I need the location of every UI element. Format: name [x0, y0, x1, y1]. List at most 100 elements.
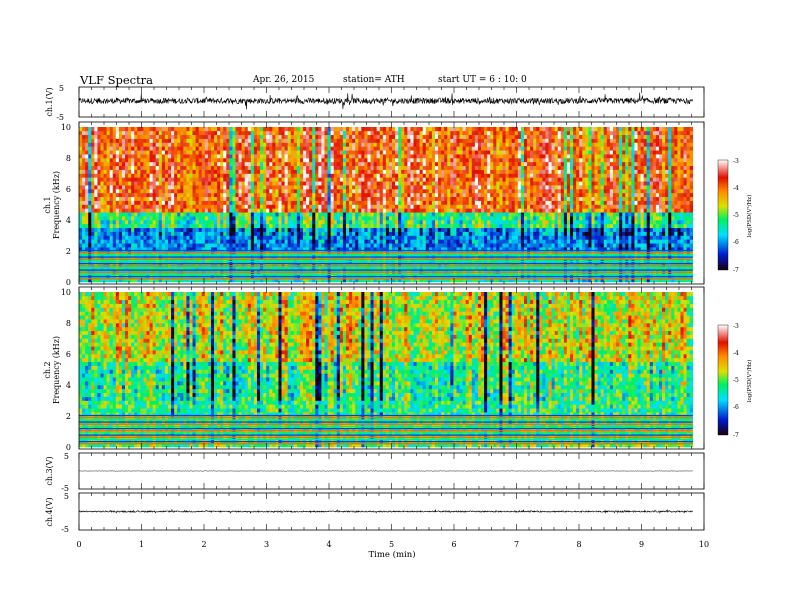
spectrogram-cell	[253, 223, 258, 229]
spectrogram-cell	[355, 204, 359, 209]
spectrogram-cell	[293, 127, 298, 132]
spectrogram-cell	[161, 208, 166, 213]
spectrogram-cell	[250, 220, 255, 225]
spectrogram-cell	[398, 196, 402, 201]
spectrogram-cell	[250, 161, 255, 167]
spectrogram-cell	[226, 196, 230, 201]
spectrogram-cell	[422, 185, 427, 190]
spectrogram-cell	[155, 227, 160, 232]
spectrogram-cell	[214, 146, 218, 151]
spectrogram-cell	[198, 150, 203, 155]
spectrogram-cell	[287, 266, 292, 271]
spectrogram-cell	[312, 142, 316, 147]
spectrogram-cell	[94, 181, 98, 186]
spectrogram-cell	[140, 196, 144, 201]
spectrogram-cell	[118, 262, 123, 267]
spectrogram-cell	[198, 146, 203, 151]
spectrogram-cell	[404, 220, 408, 225]
spectrogram-cell	[109, 262, 114, 267]
spectrogram-cell	[367, 142, 371, 147]
spectrogram-cell	[379, 239, 384, 244]
spectrogram-cell	[278, 158, 282, 163]
spectrogram-cell	[416, 278, 420, 283]
spectrogram-cell	[404, 192, 408, 198]
spectrogram-cell	[312, 204, 316, 209]
spectrogram-cell	[217, 169, 221, 174]
spectrogram-cell	[438, 235, 442, 240]
spectrogram-cell	[388, 220, 393, 225]
spectrogram-cell	[214, 134, 218, 139]
spectrogram-cell	[198, 169, 203, 174]
spectrogram-cell	[388, 243, 393, 248]
spectrogram-cell	[431, 165, 436, 170]
spectrogram-cell	[296, 220, 301, 225]
spectrogram-cell	[232, 127, 236, 132]
spectrogram-cell	[434, 262, 439, 267]
spectrogram-cell	[171, 208, 175, 213]
spectrogram-cell	[431, 227, 436, 232]
spectrogram-cell	[447, 138, 451, 143]
spectrogram-cell	[260, 165, 264, 170]
spectrogram-cell	[195, 243, 199, 248]
spectrogram-cell	[217, 239, 221, 244]
spectrogram-cell	[312, 161, 316, 167]
spectrogram-cell	[247, 189, 252, 194]
spectrogram-cell	[121, 216, 126, 221]
spectrogram-cell	[256, 173, 261, 178]
spectrogram-cell	[131, 216, 135, 221]
spectrogram-cell	[266, 196, 270, 201]
spectrogram-cell	[229, 154, 233, 159]
spectrogram-cell	[303, 177, 307, 182]
spectrogram-cell	[229, 196, 233, 201]
spectrogram-cell	[416, 216, 420, 221]
spectrogram-cell	[272, 158, 276, 163]
spectrogram-cell	[195, 200, 199, 205]
spectrogram-cell	[398, 192, 402, 198]
spectrogram-cell	[91, 154, 95, 159]
spectrogram-cell	[195, 266, 199, 271]
spectrogram-cell	[407, 239, 411, 244]
spectrogram-cell	[244, 227, 249, 232]
spectrogram-cell	[256, 181, 261, 186]
spectrogram-cell	[438, 266, 442, 271]
spectrogram-cell	[428, 189, 433, 194]
spectrogram-cell	[112, 239, 117, 244]
spectrogram-cell	[198, 189, 203, 194]
spectrogram-cell	[149, 165, 153, 170]
spectrogram-cell	[220, 223, 224, 229]
spectrogram-cell	[241, 134, 246, 139]
spectrogram-cell	[235, 181, 239, 186]
spectrogram-cell	[204, 239, 209, 244]
spectrogram-cell	[398, 127, 402, 132]
spectrogram-cell	[189, 208, 193, 213]
spectrogram-cell	[186, 161, 190, 167]
spectrogram-cell	[241, 208, 246, 213]
spectrogram-cell	[349, 169, 353, 174]
spectrogram-cell	[361, 223, 365, 229]
spectrogram-cell	[447, 247, 451, 252]
spectrogram-cell	[238, 216, 242, 221]
spectrogram-cell	[198, 142, 203, 147]
spectrogram-cell	[355, 189, 359, 194]
spectrogram-cell	[253, 142, 258, 147]
spectrogram-cell	[361, 212, 365, 217]
spectrogram-cell	[401, 204, 405, 209]
spectrogram-cell	[324, 185, 328, 190]
spectrogram-cell	[118, 165, 123, 170]
spectrogram-cell	[183, 165, 187, 170]
spectrogram-cell	[121, 181, 126, 186]
spectrogram-cell	[125, 231, 129, 236]
spectrogram-cell	[330, 247, 335, 252]
spectrogram-cell	[149, 158, 153, 163]
spectrogram-cell	[143, 204, 147, 209]
spectrogram-cell	[303, 169, 307, 174]
spectrogram-cell	[339, 154, 344, 159]
spectrogram-cell	[79, 200, 83, 205]
spectrogram-cell	[333, 134, 338, 139]
spectrogram-cell	[167, 243, 172, 248]
spectrogram-cell	[382, 142, 387, 147]
spectrogram-cell	[373, 227, 377, 232]
spectrogram-cell	[395, 227, 399, 232]
spectrogram-cell	[79, 231, 83, 236]
spectrogram-cell	[401, 154, 405, 159]
